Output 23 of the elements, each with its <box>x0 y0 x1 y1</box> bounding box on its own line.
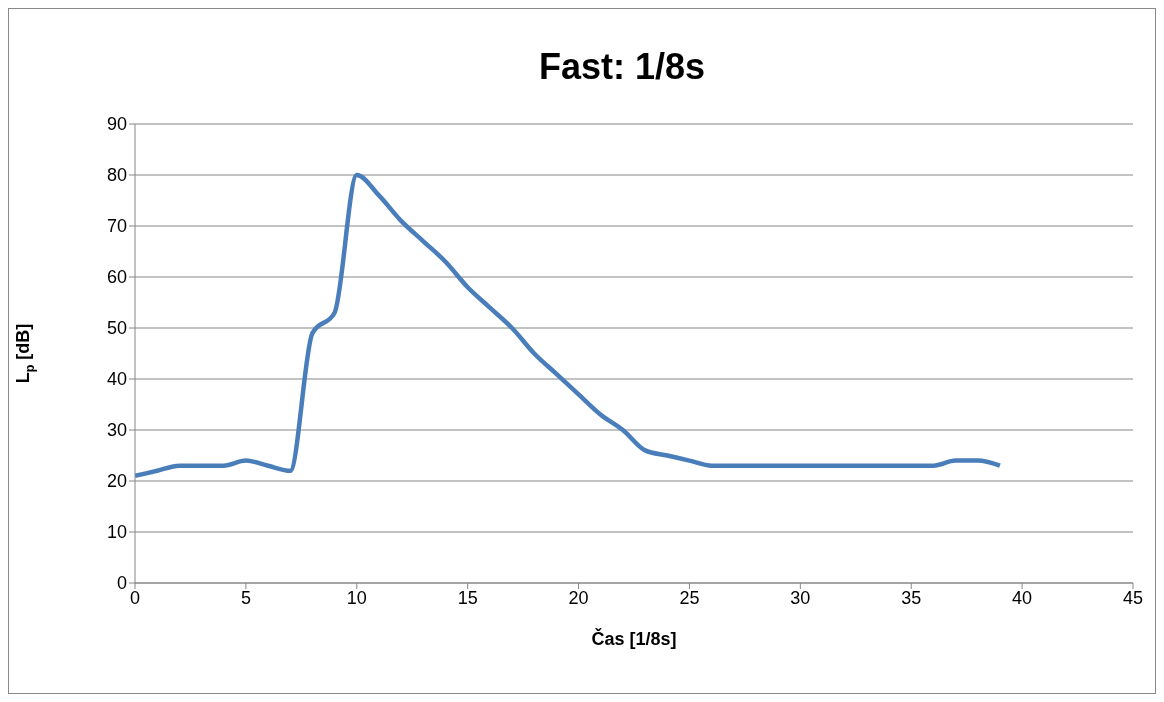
y-tick-label: 10 <box>106 522 127 543</box>
x-axis-title: Čas [1/8s] <box>591 628 677 649</box>
x-tick-label: 25 <box>679 587 700 608</box>
y-tick-label: 90 <box>106 114 127 135</box>
chart-title: Fast: 1/8s <box>538 46 706 87</box>
y-tick-label: 40 <box>106 369 127 390</box>
x-tick-label: 10 <box>346 587 367 608</box>
y-tick-label: 30 <box>106 420 127 441</box>
y-tick-label: 80 <box>106 165 127 186</box>
x-tick-label: 20 <box>568 587 589 608</box>
y-tick-label: 50 <box>106 318 127 339</box>
y-tick-label: 0 <box>116 573 127 594</box>
x-tick-label: 0 <box>129 587 141 608</box>
x-tick-label: 30 <box>790 587 811 608</box>
y-tick-label: 60 <box>106 267 127 288</box>
y-tick-label: 20 <box>106 471 127 492</box>
line-series <box>135 172 1003 479</box>
x-tick-label: 45 <box>1122 587 1144 608</box>
x-tick-label: 35 <box>901 587 922 608</box>
x-tick-label: 5 <box>240 587 251 608</box>
y-tick-label: 70 <box>106 216 127 237</box>
x-tick-label: 40 <box>1012 587 1033 608</box>
x-tick-label: 15 <box>457 587 478 608</box>
